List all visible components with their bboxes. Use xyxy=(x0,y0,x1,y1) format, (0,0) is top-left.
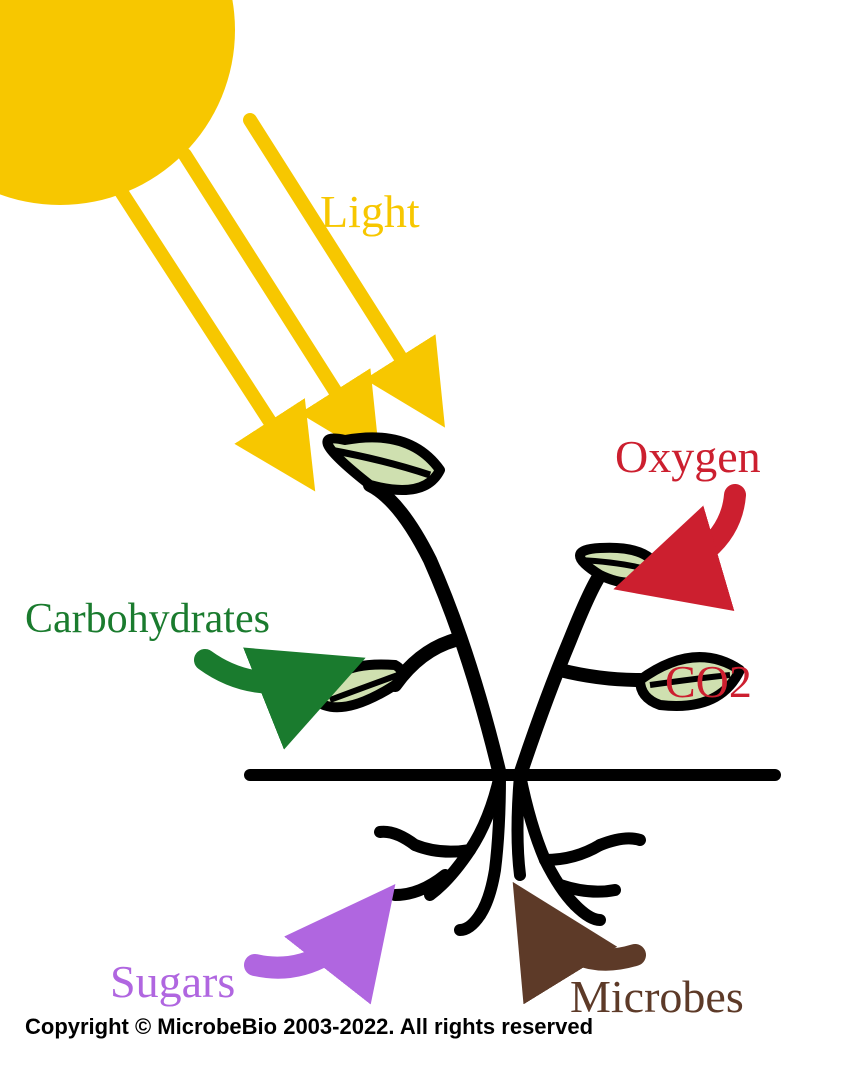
microbes-label: Microbes xyxy=(570,970,744,1023)
carbohydrates-arrow xyxy=(205,660,335,683)
plant-stems xyxy=(370,485,640,775)
co2-label: CO2 xyxy=(665,655,752,708)
light-label: Light xyxy=(320,185,420,238)
sugars-label: Sugars xyxy=(110,955,235,1008)
sun-rays xyxy=(120,120,430,468)
sugars-arrow xyxy=(255,910,375,968)
carbohydrates-label: Carbohydrates xyxy=(25,595,270,643)
plant-roots xyxy=(380,775,640,930)
diagram-canvas: Light Oxygen CO2 Carbohydrates Sugars Mi… xyxy=(0,0,842,1070)
oxygen-label: Oxygen xyxy=(615,430,761,483)
diagram-svg xyxy=(0,0,842,1070)
oxygen-arrow xyxy=(645,495,735,580)
copyright-text: Copyright © MicrobeBio 2003-2022. All ri… xyxy=(25,1014,593,1040)
